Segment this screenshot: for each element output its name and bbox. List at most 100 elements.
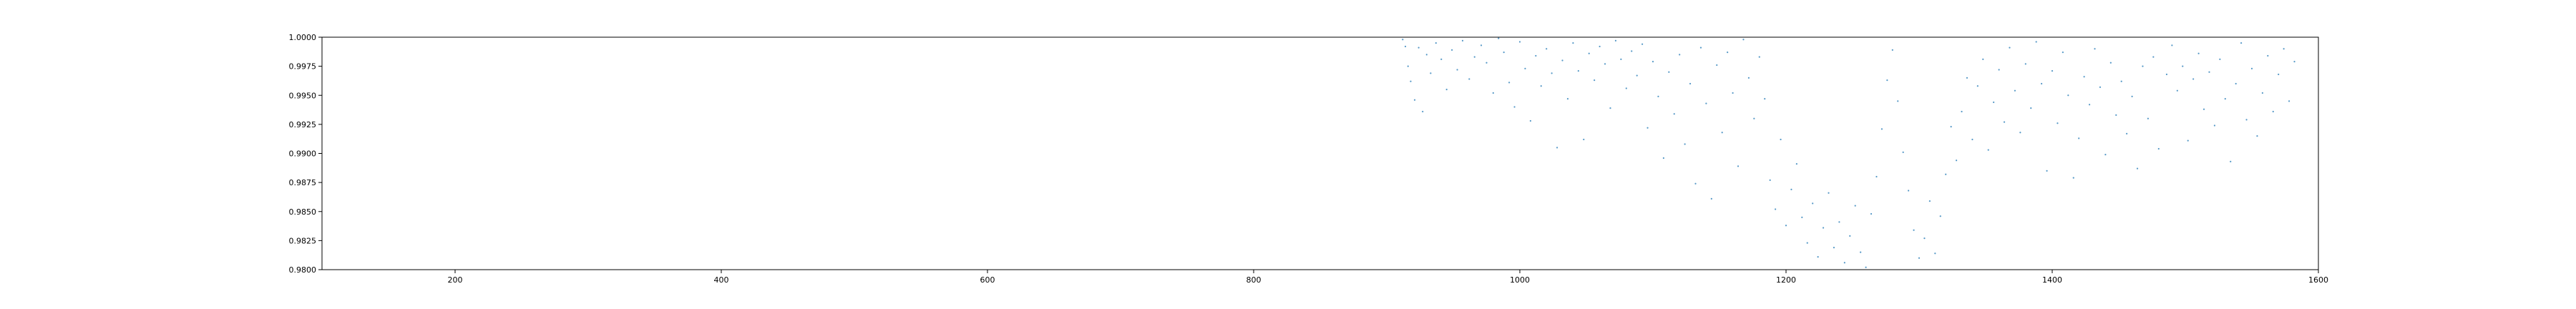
data-point: [2131, 95, 2133, 97]
data-point: [1732, 92, 1734, 94]
data-point: [1430, 72, 1432, 74]
data-point: [1529, 119, 1531, 122]
data-point: [1993, 101, 1995, 104]
data-point: [1599, 45, 1601, 48]
data-point: [2078, 137, 2080, 139]
data-point: [2094, 48, 2096, 50]
data-point: [1456, 69, 1458, 71]
data-point: [1577, 70, 1579, 72]
data-point: [1620, 58, 1622, 60]
data-point: [2083, 76, 2085, 78]
data-point: [1404, 45, 1407, 48]
data-point: [1461, 39, 1464, 41]
data-point: [1588, 52, 1590, 54]
data-point: [1668, 71, 1670, 73]
data-point: [1503, 52, 1505, 54]
data-point: [2192, 78, 2195, 80]
data-point: [1998, 69, 2000, 71]
data-point: [1498, 37, 1500, 39]
y-tick-label: 1.0000: [289, 33, 317, 42]
data-point: [2051, 70, 2054, 72]
data-point: [1769, 179, 1771, 181]
data-point: [1833, 247, 1835, 249]
data-point: [1407, 65, 1409, 67]
x-tick-label: 1600: [2308, 275, 2328, 285]
x-tick-label: 600: [980, 275, 995, 285]
data-point: [1806, 242, 1808, 244]
data-point: [1631, 50, 1633, 52]
data-point: [1928, 200, 1931, 202]
scatter-points: [1402, 37, 2296, 268]
data-point: [1897, 100, 1899, 102]
data-point: [1764, 98, 1766, 100]
x-tick-label: 1200: [1776, 275, 1796, 285]
data-point: [1747, 77, 1750, 79]
data-point: [2126, 132, 2128, 134]
data-point: [1604, 63, 1606, 65]
data-point: [1566, 98, 1569, 100]
plot-frame: [321, 36, 2319, 270]
data-point: [1410, 80, 1412, 82]
data-point: [1812, 202, 1814, 205]
data-point: [1694, 182, 1697, 185]
data-point: [2224, 98, 2226, 100]
data-point: [1780, 138, 1782, 141]
x-tick-label: 400: [714, 275, 729, 285]
y-tick-label: 0.9875: [289, 178, 317, 187]
data-point: [2230, 160, 2232, 162]
data-point: [2202, 108, 2205, 110]
data-point: [1540, 85, 1542, 87]
data-point: [2213, 124, 2216, 127]
x-axis-ticks: 200 400 600 800 1000 1200 1400 1600: [448, 270, 2328, 285]
data-point: [1913, 229, 1915, 231]
data-point: [1902, 151, 1904, 153]
data-point: [1425, 54, 1428, 56]
data-point: [2030, 107, 2032, 109]
data-point: [1480, 44, 1483, 46]
data-point: [2115, 114, 2117, 116]
data-point: [1822, 227, 1825, 229]
data-point: [2046, 170, 2048, 172]
data-point: [2157, 147, 2160, 150]
data-point: [2142, 65, 2144, 67]
data-point: [1976, 85, 1979, 87]
data-point: [2024, 63, 2026, 65]
x-tick-label: 1400: [2042, 275, 2062, 285]
data-point: [1939, 215, 1941, 217]
data-point: [1689, 82, 1692, 85]
plot-background: [322, 37, 2318, 270]
data-point: [2120, 80, 2122, 82]
data-point: [1440, 58, 1443, 60]
data-point: [1950, 126, 1952, 128]
data-point: [2041, 82, 2043, 85]
data-point: [1609, 107, 1611, 109]
data-point: [1923, 237, 1926, 240]
data-point: [1908, 190, 1910, 192]
data-point: [1966, 77, 1968, 79]
data-point: [1485, 62, 1488, 64]
data-point: [1473, 56, 1475, 58]
data-point: [2176, 89, 2178, 92]
data-point: [2219, 58, 2221, 60]
data-point: [1817, 256, 1819, 258]
data-point: [2187, 139, 2189, 142]
data-point: [1880, 128, 1883, 130]
data-point: [2235, 82, 2237, 85]
data-point: [1422, 110, 1424, 113]
data-point: [1785, 225, 1787, 227]
data-point: [2288, 100, 2290, 102]
data-point: [2256, 135, 2258, 137]
data-point: [1875, 175, 1878, 178]
data-point: [1934, 252, 1936, 255]
data-point: [1721, 132, 1723, 134]
data-point: [2109, 62, 2112, 64]
data-point: [1551, 72, 1553, 74]
x-tick-label: 1000: [1510, 275, 1530, 285]
data-point: [1402, 39, 1404, 41]
x-tick-label: 200: [448, 275, 463, 285]
data-point: [2245, 119, 2248, 121]
data-point: [1737, 165, 1740, 167]
data-point: [1583, 138, 1585, 141]
data-point: [1445, 89, 1448, 91]
